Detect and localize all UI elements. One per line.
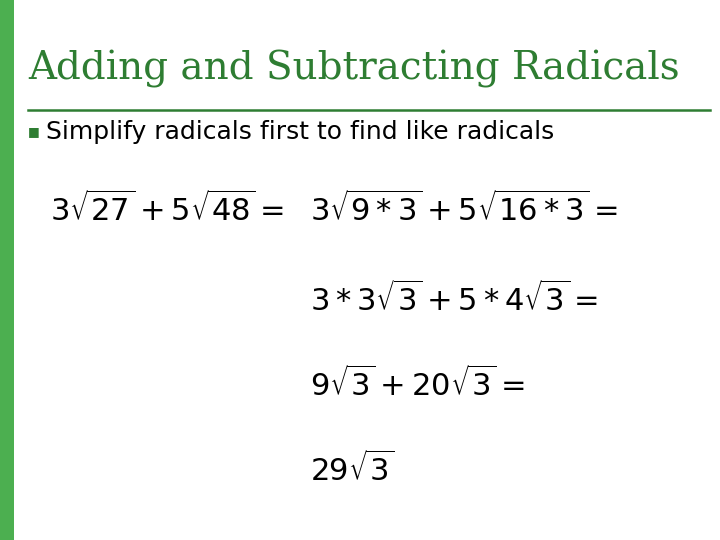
Text: $3\sqrt{9*3}+5\sqrt{16*3}=$: $3\sqrt{9*3}+5\sqrt{16*3}=$ [310, 192, 618, 228]
Text: $3\sqrt{27}+5\sqrt{48}=$: $3\sqrt{27}+5\sqrt{48}=$ [50, 192, 284, 228]
Text: $29\sqrt{3}$: $29\sqrt{3}$ [310, 452, 395, 488]
Text: Simplify radicals first to find like radicals: Simplify radicals first to find like rad… [46, 120, 554, 144]
Text: $3*3\sqrt{3}+5*4\sqrt{3}=$: $3*3\sqrt{3}+5*4\sqrt{3}=$ [310, 282, 598, 318]
Text: Adding and Subtracting Radicals: Adding and Subtracting Radicals [28, 50, 680, 88]
Text: ■: ■ [28, 125, 40, 138]
Text: $9\sqrt{3}+20\sqrt{3}=$: $9\sqrt{3}+20\sqrt{3}=$ [310, 367, 525, 403]
Bar [0, 0, 14, 540]
